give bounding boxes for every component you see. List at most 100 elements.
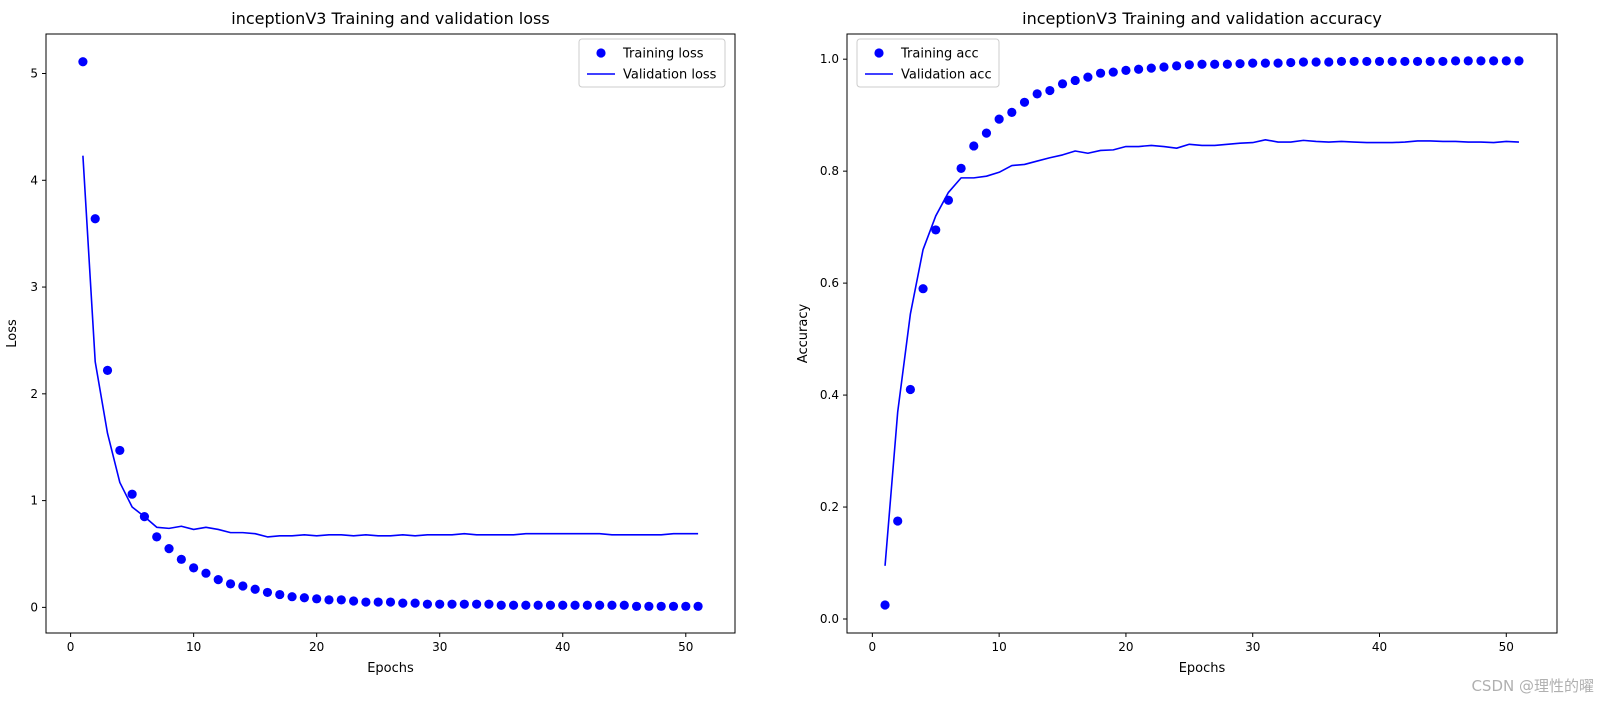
loss-training-loss-point — [312, 594, 322, 604]
accuracy-training-acc-point — [1134, 64, 1144, 74]
accuracy-training-acc-point — [1260, 58, 1270, 68]
loss-training-loss-point — [361, 597, 371, 607]
loss-training-loss-point — [558, 600, 568, 610]
accuracy-training-acc-point — [1450, 56, 1461, 66]
loss-y-tick-label: 5 — [30, 67, 38, 81]
accuracy-training-acc-point — [893, 516, 903, 526]
loss-training-loss-point — [201, 568, 211, 578]
accuracy-legend-validation-acc-label: Validation acc — [901, 68, 992, 83]
accuracy-x-tick-label: 50 — [1499, 640, 1514, 654]
loss-training-loss-point — [275, 589, 285, 600]
loss-training-loss-point — [90, 214, 100, 224]
loss-x-tick-label: 30 — [432, 640, 447, 654]
accuracy-training-acc-point — [1286, 57, 1296, 68]
accuracy-training-acc-point — [1438, 56, 1448, 67]
loss-training-loss-point — [299, 593, 309, 603]
loss-training-loss-point — [508, 600, 519, 610]
accuracy-training-acc-point — [1083, 72, 1093, 82]
accuracy-legend-box — [856, 38, 1000, 88]
accuracy-training-acc-point — [1298, 57, 1309, 67]
loss-training-loss-point — [336, 595, 346, 605]
accuracy-y-axis-label: Accuracy — [796, 304, 811, 364]
accuracy-training-acc-point — [1184, 60, 1194, 70]
loss-training-loss-point — [570, 600, 580, 610]
loss-training-loss-point — [447, 599, 457, 609]
accuracy-y-tick-label: 0.0 — [820, 612, 839, 626]
accuracy-training-acc-point — [1476, 56, 1486, 66]
accuracy-training-acc-point — [1222, 59, 1232, 69]
accuracy-training-acc-point — [1336, 56, 1347, 67]
accuracy-legend-training-acc-swatch — [874, 48, 884, 58]
loss-training-loss-point — [545, 600, 556, 610]
accuracy-y-tick-label: 0.2 — [820, 500, 839, 514]
accuracy-training-acc-point — [994, 114, 1004, 124]
loss-training-loss-point — [521, 600, 531, 610]
loss-legend-validation-loss-label: Validation loss — [623, 68, 717, 83]
loss-training-loss-point — [115, 445, 125, 456]
loss-training-loss-point — [324, 595, 334, 605]
accuracy-y-tick-label: 0.4 — [820, 388, 839, 402]
accuracy-validation-acc-line — [884, 139, 1519, 566]
loss-training-loss-point — [385, 597, 396, 607]
loss-training-loss-point — [176, 554, 186, 564]
loss-training-loss-point — [631, 601, 642, 611]
loss-training-loss-point — [607, 600, 617, 610]
accuracy-training-acc-point — [1514, 56, 1524, 66]
accuracy-training-acc-point — [1349, 56, 1359, 67]
loss-training-loss-point — [459, 599, 469, 609]
loss-training-loss-point — [225, 579, 236, 589]
accuracy-x-axis-label: Epochs — [1179, 661, 1226, 676]
loss-chart-title: inceptionV3 Training and validation loss — [231, 9, 549, 28]
loss-legend: Training loss Validation loss — [578, 38, 726, 88]
accuracy-training-acc-point — [1007, 107, 1017, 117]
loss-x-axis-label: Epochs — [367, 661, 414, 676]
loss-y-tick-label: 0 — [30, 600, 38, 614]
accuracy-y-tick-label: 1.0 — [820, 52, 839, 66]
accuracy-plot-frame — [846, 33, 1558, 634]
loss-legend-box — [578, 38, 726, 88]
loss-x-tick-label: 20 — [309, 640, 324, 654]
accuracy-training-acc-point — [1463, 56, 1473, 66]
accuracy-x-tick-label: 40 — [1372, 640, 1387, 654]
accuracy-training-acc-point — [1108, 67, 1118, 77]
accuracy-training-acc-point — [1095, 68, 1106, 78]
accuracy-training-acc-point — [1311, 57, 1321, 67]
accuracy-chart-title: inceptionV3 Training and validation accu… — [1022, 9, 1382, 28]
loss-training-loss-point — [348, 596, 359, 606]
accuracy-training-acc-point — [1387, 56, 1397, 67]
accuracy-training-acc-point — [1425, 56, 1435, 67]
loss-y-tick-label: 1 — [30, 494, 38, 508]
watermark: CSDN @理性的曜 — [1471, 677, 1594, 695]
loss-training-loss-point — [410, 598, 420, 608]
accuracy-training-acc-point — [1489, 56, 1499, 66]
accuracy-training-acc-point — [931, 225, 941, 235]
loss-training-loss-point — [595, 600, 605, 610]
loss-training-loss-point — [422, 599, 433, 609]
accuracy-training-acc-point — [1032, 89, 1042, 99]
accuracy-training-acc-point — [1362, 56, 1372, 67]
accuracy-training-acc-point — [1070, 75, 1080, 86]
loss-training-loss-point — [668, 601, 679, 611]
accuracy-training-acc-point — [1374, 56, 1385, 67]
loss-training-loss-point — [102, 365, 113, 375]
accuracy-training-acc-point — [1210, 59, 1220, 69]
accuracy-training-acc-point — [1501, 56, 1511, 66]
loss-y-tick-label: 4 — [30, 173, 38, 187]
loss-x-tick-label: 0 — [67, 640, 75, 654]
accuracy-training-acc-point — [1146, 63, 1156, 73]
accuracy-training-acc-point — [1412, 56, 1423, 67]
loss-training-loss-point — [78, 57, 88, 67]
loss-x-tick-label: 50 — [678, 640, 693, 654]
loss-training-loss-point — [484, 599, 494, 609]
accuracy-chart: inceptionV3 Training and validation accu… — [796, 9, 1558, 676]
loss-training-loss-point — [373, 597, 383, 607]
accuracy-training-acc-point — [1235, 59, 1245, 69]
loss-training-loss-point — [656, 601, 666, 611]
accuracy-training-acc-point — [956, 163, 966, 173]
loss-training-loss-point — [582, 600, 592, 610]
loss-training-loss-point — [693, 601, 703, 611]
accuracy-x-tick-label: 0 — [869, 640, 877, 654]
loss-plot-frame — [45, 33, 736, 634]
